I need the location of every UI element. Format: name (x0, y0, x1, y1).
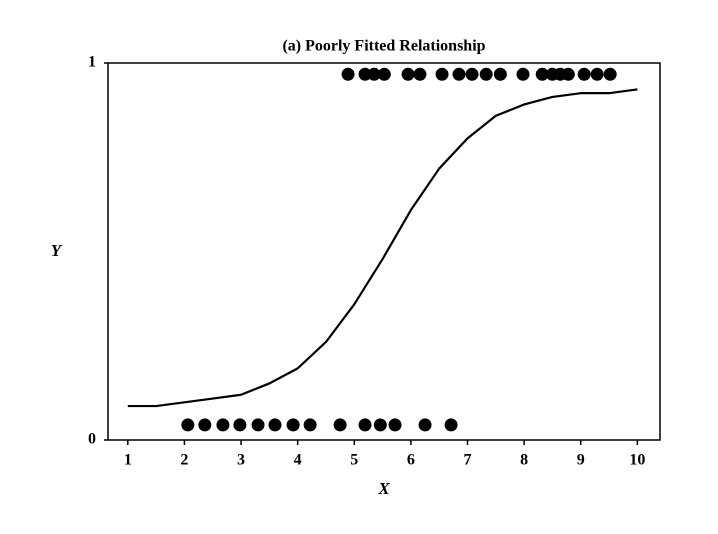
plot-frame (107, 62, 661, 441)
data-point (435, 67, 449, 81)
data-point (590, 67, 604, 81)
y-axis-label: Y (51, 241, 63, 260)
data-point (413, 67, 427, 81)
data-point (251, 418, 265, 432)
y-tick-label: 1 (88, 54, 96, 71)
data-point (388, 418, 402, 432)
data-point (216, 418, 230, 432)
data-point (181, 418, 195, 432)
x-tick-label: 1 (124, 452, 132, 469)
x-tick-label: 6 (407, 452, 415, 469)
data-point (561, 67, 575, 81)
y-tick-label: 0 (88, 431, 96, 448)
chart-title: (a) Poorly Fitted Relationship (282, 38, 485, 55)
data-point (268, 418, 282, 432)
data-point (358, 67, 372, 81)
data-point (358, 418, 372, 432)
data-point (233, 418, 247, 432)
data-point (516, 67, 530, 81)
x-tick-label: 4 (294, 452, 302, 469)
x-tick-label: 5 (350, 452, 358, 469)
x-tick-label: 10 (629, 452, 645, 469)
data-point (444, 418, 458, 432)
fitted-curve (127, 88, 638, 408)
data-point (465, 67, 479, 81)
x-tick-label: 7 (464, 452, 472, 469)
data-point (303, 418, 317, 432)
data-point (452, 67, 466, 81)
x-tick-label: 2 (180, 452, 188, 469)
data-point (493, 67, 507, 81)
x-tick-label: 3 (237, 452, 245, 469)
x-axis-label: X (377, 479, 390, 498)
x-tick-label: 9 (577, 452, 585, 469)
data-point (333, 418, 347, 432)
data-point (286, 418, 300, 432)
data-point (341, 67, 355, 81)
data-point (401, 67, 415, 81)
data-point (577, 67, 591, 81)
x-tick-label: 8 (520, 452, 528, 469)
data-point (198, 418, 212, 432)
data-point (603, 67, 617, 81)
data-point (367, 67, 381, 81)
data-point (535, 67, 549, 81)
data-point (373, 418, 387, 432)
data-point (418, 418, 432, 432)
data-point (377, 67, 391, 81)
data-point (479, 67, 493, 81)
